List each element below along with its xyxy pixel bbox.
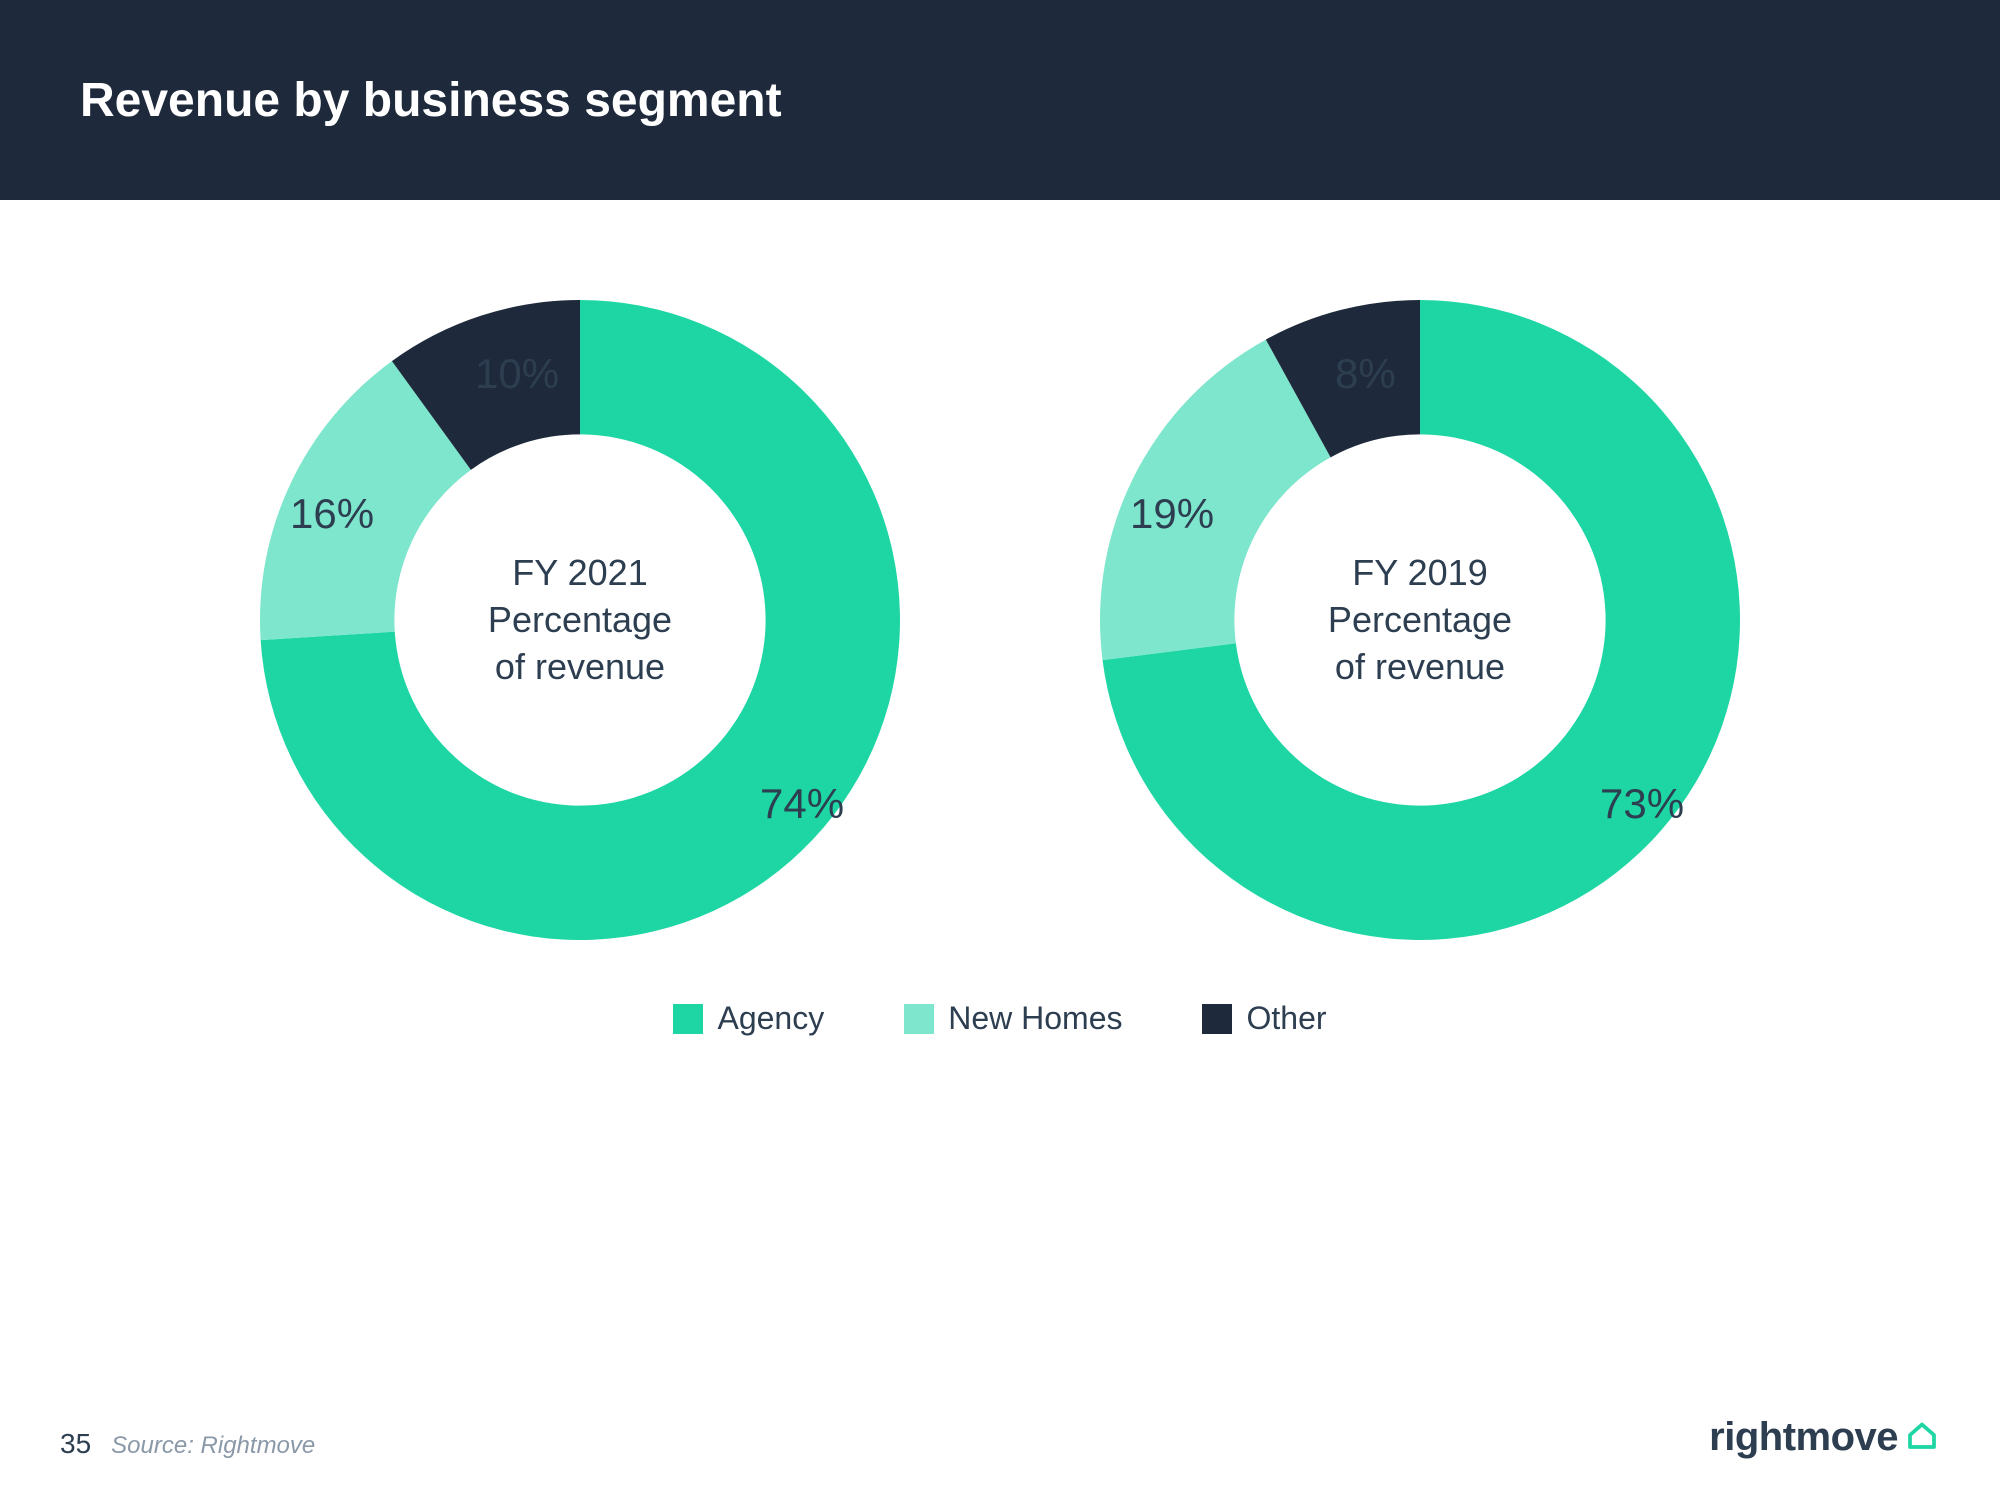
header-bar: Revenue by business segment [0,0,2000,200]
logo-text: rightmove [1709,1415,1898,1460]
slice-label: 19% [1130,490,1214,538]
slice-label: 74% [760,780,844,828]
donut-chart-fy2019: FY 2019 Percentage of revenue 73% 19% 8% [1100,300,1740,940]
footer: 35 Source: Rightmove rightmove [0,1415,2000,1460]
legend: Agency New Homes Other [0,1000,2000,1037]
legend-label-newhomes: New Homes [948,1000,1122,1037]
slice-label: 73% [1600,780,1684,828]
chart-center-line-2a: FY 2019 [1328,550,1512,597]
chart-center-line-1c: of revenue [488,643,672,690]
chart-center-line-1a: FY 2021 [488,550,672,597]
rightmove-logo: rightmove [1709,1415,1940,1460]
legend-label-other: Other [1246,1000,1326,1037]
legend-swatch-other [1202,1004,1232,1034]
legend-item-agency: Agency [673,1000,824,1037]
legend-item-newhomes: New Homes [904,1000,1122,1037]
donut-chart-fy2021: FY 2021 Percentage of revenue 74% 16% 10% [260,300,900,940]
slice-label: 16% [290,490,374,538]
slice-label: 10% [475,350,559,398]
slice-label: 8% [1335,350,1396,398]
page-title: Revenue by business segment [80,73,782,128]
chart-center-text-1: FY 2021 Percentage of revenue [488,550,672,690]
legend-item-other: Other [1202,1000,1326,1037]
charts-container: FY 2021 Percentage of revenue 74%16%10% … [0,200,2000,940]
chart-center-line-2b: Percentage [1328,597,1512,644]
legend-swatch-agency [673,1004,703,1034]
legend-swatch-newhomes [904,1004,934,1034]
chart-center-line-1b: Percentage [488,597,672,644]
footer-left: 35 Source: Rightmove [60,1428,315,1460]
house-icon [1904,1417,1940,1458]
page-number: 35 [60,1428,91,1460]
source-text: Source: Rightmove [111,1432,315,1460]
chart-center-text-2: FY 2019 Percentage of revenue [1328,550,1512,690]
legend-label-agency: Agency [717,1000,824,1037]
chart-center-line-2c: of revenue [1328,643,1512,690]
